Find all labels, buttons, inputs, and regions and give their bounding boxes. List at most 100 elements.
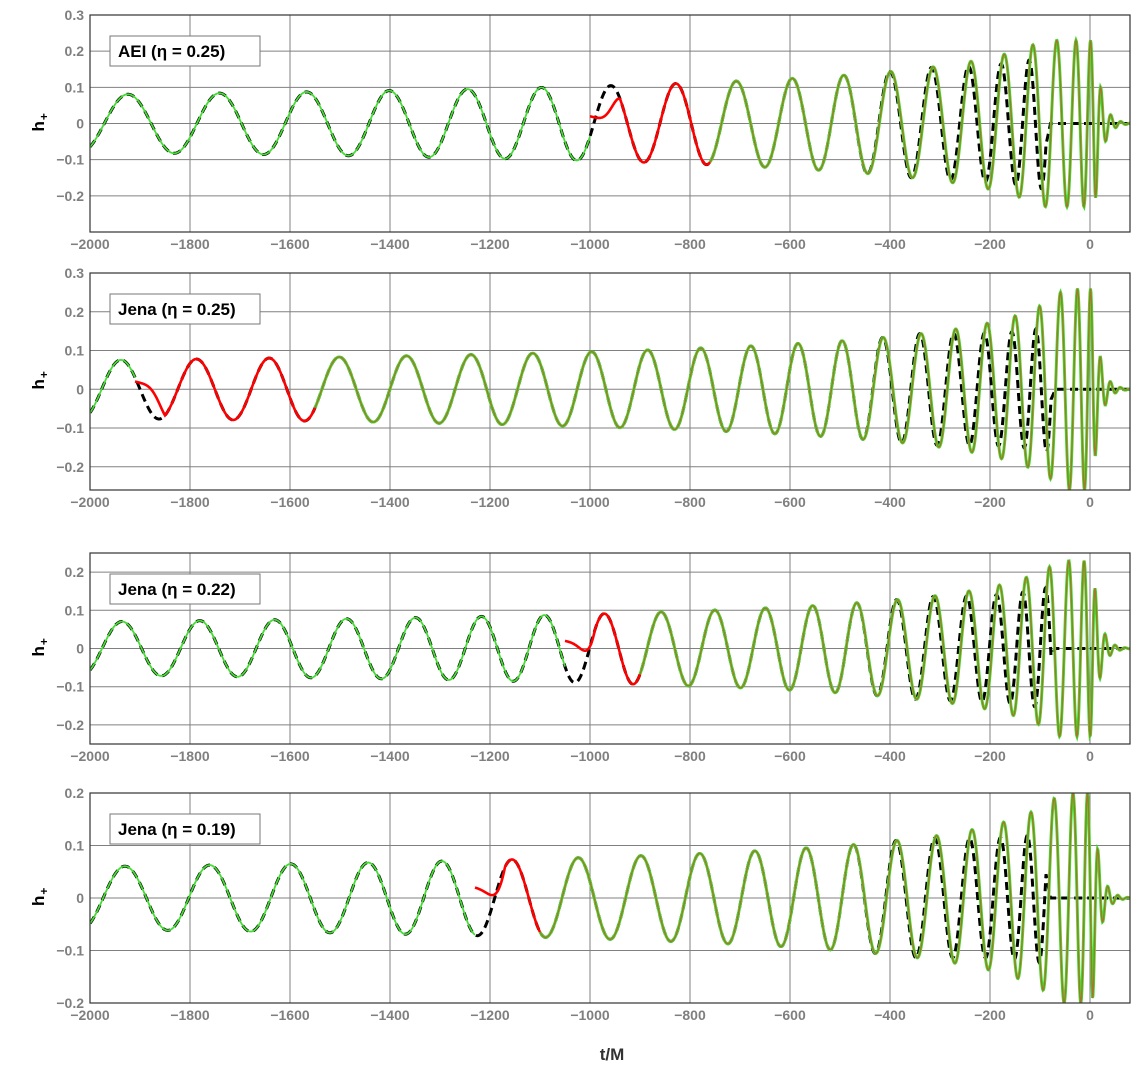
x-tick-label: −600 xyxy=(774,748,806,764)
x-tick-label: −400 xyxy=(874,1007,906,1023)
x-tick-label: −1400 xyxy=(370,494,410,510)
y-axis-label: h+ xyxy=(29,888,51,906)
x-tick-label: −2000 xyxy=(70,494,110,510)
x-tick-label: −1000 xyxy=(570,494,610,510)
panel-1-frame xyxy=(89,14,1131,233)
x-tick-label: −800 xyxy=(674,236,706,252)
x-tick-label: −1000 xyxy=(570,748,610,764)
model-transition-waveform-line xyxy=(564,612,642,686)
x-tick-label: −400 xyxy=(874,236,906,252)
x-tick-label: −200 xyxy=(974,494,1006,510)
model-overlap-waveform-line xyxy=(709,38,1130,209)
x-tick-label: −600 xyxy=(774,236,806,252)
annotation-box xyxy=(109,35,261,67)
y-axis-label: h+ xyxy=(29,638,51,656)
model-early-waveform-line xyxy=(90,86,591,162)
y-tick-label: 0 xyxy=(76,890,84,906)
x-tick-label: −1400 xyxy=(370,748,410,764)
x-tick-label: 0 xyxy=(1086,494,1094,510)
x-tick-label: −800 xyxy=(674,1007,706,1023)
x-tick-label: −200 xyxy=(974,236,1006,252)
x-tick-label: −2000 xyxy=(70,748,110,764)
x-tick-label: −200 xyxy=(974,1007,1006,1023)
y-tick-label: 0.3 xyxy=(65,7,85,23)
model-overlap-waveform-line xyxy=(539,793,1130,1003)
y-tick-label: −0.1 xyxy=(56,943,84,959)
y-tick-label: −0.2 xyxy=(56,459,84,475)
x-tick-label: −1400 xyxy=(370,1007,410,1023)
y-tick-label: 0.1 xyxy=(65,343,85,359)
model-early-waveform-line xyxy=(90,359,136,414)
x-tick-label: −1800 xyxy=(170,748,210,764)
annotation-label: Jena (η = 0.25) xyxy=(118,300,236,319)
panel-2: −2000 −1800 −1600 −1400 −1200 −1000 −800 −600 −4… xyxy=(29,265,1131,510)
panel-2-plot-area xyxy=(90,273,1130,490)
annotation-box xyxy=(109,293,261,325)
x-tick-label: 0 xyxy=(1086,236,1094,252)
annotation-label: Jena (η = 0.22) xyxy=(118,580,236,599)
y-tick-label: 0 xyxy=(76,381,84,397)
x-tick-label: −1600 xyxy=(270,236,310,252)
y-tick-label: −0.2 xyxy=(56,188,84,204)
x-tick-label: −1800 xyxy=(170,1007,210,1023)
x-tick-label: −400 xyxy=(874,748,906,764)
panel-4: −2000 −1800 −1600 −1400 −1200 −1000 −800 −600 −4… xyxy=(29,785,1131,1023)
x-tick-label: 0 xyxy=(1086,1007,1094,1023)
x-tick-label: −1200 xyxy=(470,494,510,510)
x-tick-label: −1800 xyxy=(170,236,210,252)
y-tick-label: 0.1 xyxy=(65,79,85,95)
model-early-waveform-line xyxy=(90,860,476,936)
y-tick-label: −0.2 xyxy=(56,995,84,1011)
x-tick-label: −1400 xyxy=(370,236,410,252)
panel-1-waveforms xyxy=(90,35,1130,212)
x-tick-label: −1200 xyxy=(470,236,510,252)
y-tick-label: −0.1 xyxy=(56,152,84,168)
panel-3-waveforms xyxy=(90,559,1130,742)
annotation-label: Jena (η = 0.19) xyxy=(118,820,236,839)
x-tick-label: −1600 xyxy=(270,1007,310,1023)
panels-group: −2000 −1800 −1600 −1400 −1200 −1000 −800 −600 −4… xyxy=(29,7,1131,1023)
annotation-box xyxy=(109,813,261,845)
panel-4-waveforms xyxy=(90,793,1130,1003)
y-tick-label: −0.1 xyxy=(56,679,84,695)
x-tick-label: −1800 xyxy=(170,494,210,510)
y-tick-label: 0.3 xyxy=(65,265,85,281)
y-tick-label: 0.2 xyxy=(65,785,85,801)
y-tick-label: −0.2 xyxy=(56,717,84,733)
model-overlap-waveform-line xyxy=(314,288,1130,490)
panel-2-waveforms xyxy=(90,288,1130,490)
model-transition-waveform-line xyxy=(474,858,542,933)
y-tick-label: −0.1 xyxy=(56,420,84,436)
y-tick-label: 0.2 xyxy=(65,304,85,320)
annotation-box xyxy=(109,573,261,605)
x-tick-label: 0 xyxy=(1086,748,1094,764)
x-axis-label: t/M xyxy=(600,1045,625,1064)
x-tick-label: −1200 xyxy=(470,748,510,764)
x-tick-label: −800 xyxy=(674,494,706,510)
y-tick-label: 0 xyxy=(76,641,84,657)
model-overlap-waveform-line xyxy=(639,560,1130,739)
x-tick-label: −600 xyxy=(774,1007,806,1023)
model-transition-waveform-line xyxy=(134,356,317,423)
x-tick-label: −1600 xyxy=(270,748,310,764)
y-tick-label: 0 xyxy=(76,116,84,132)
y-tick-label: 0.1 xyxy=(65,602,85,618)
y-tick-label: 0.2 xyxy=(65,43,85,59)
model-early-waveform-line xyxy=(90,614,566,683)
x-tick-label: −200 xyxy=(974,748,1006,764)
panel-4-frame xyxy=(89,792,1131,1004)
y-tick-label: 0.2 xyxy=(65,564,85,580)
annotation-label: AEI (η = 0.25) xyxy=(118,42,225,61)
y-axis-label: h+ xyxy=(29,371,51,389)
panel-2-frame xyxy=(89,272,1131,491)
x-tick-label: −2000 xyxy=(70,236,110,252)
panel-1: −2000 −1800 −1600 −1400 −1200 −1000 −800 −600 −4… xyxy=(29,7,1131,252)
x-tick-label: −1000 xyxy=(570,236,610,252)
x-tick-label: −600 xyxy=(774,494,806,510)
model-transition-waveform-line xyxy=(589,82,712,166)
panel-3-frame xyxy=(89,552,1131,745)
x-tick-label: −2000 xyxy=(70,1007,110,1023)
x-tick-label: −1600 xyxy=(270,494,310,510)
x-tick-label: −1000 xyxy=(570,1007,610,1023)
